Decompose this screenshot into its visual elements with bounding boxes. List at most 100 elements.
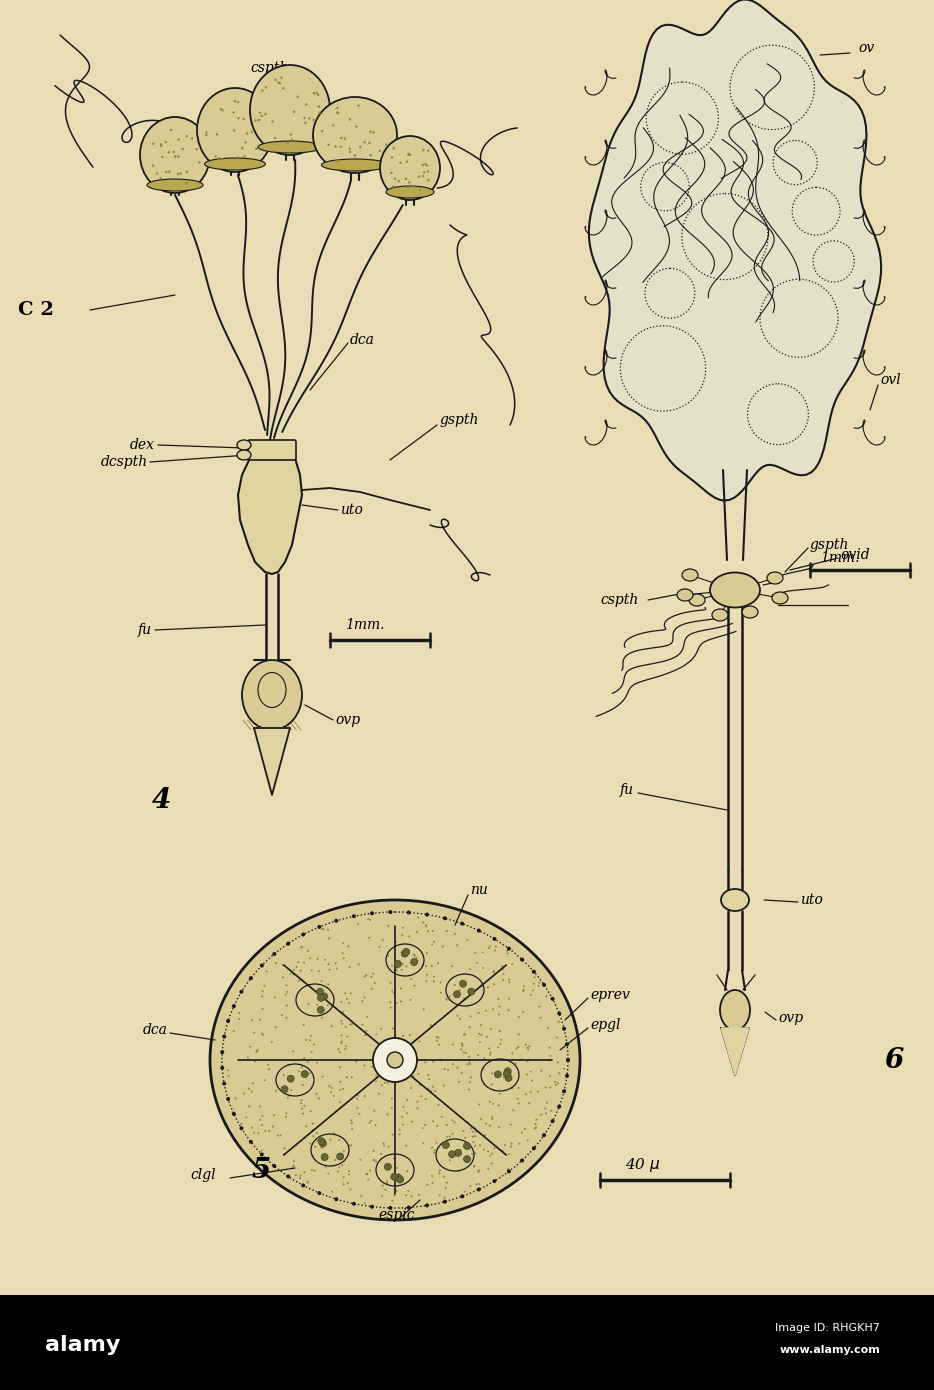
Circle shape [391, 965, 393, 967]
Circle shape [274, 136, 276, 139]
Circle shape [477, 1055, 479, 1056]
Circle shape [356, 1098, 358, 1099]
Circle shape [318, 1006, 324, 1013]
Circle shape [375, 1125, 376, 1126]
Circle shape [243, 118, 245, 121]
Circle shape [537, 1091, 539, 1093]
Circle shape [246, 132, 248, 135]
Circle shape [506, 952, 508, 955]
Circle shape [445, 1187, 446, 1190]
Circle shape [542, 1133, 546, 1137]
Circle shape [414, 955, 416, 956]
Circle shape [308, 1072, 310, 1074]
Circle shape [525, 1044, 527, 1045]
Circle shape [246, 1116, 248, 1119]
Circle shape [487, 987, 488, 988]
Circle shape [432, 1182, 433, 1184]
Circle shape [526, 1073, 528, 1076]
Circle shape [298, 980, 300, 981]
Circle shape [329, 1086, 331, 1087]
Text: 1mm.: 1mm. [345, 619, 385, 632]
Circle shape [361, 1024, 363, 1026]
Circle shape [342, 1088, 344, 1090]
Circle shape [432, 930, 433, 933]
Text: alamy: alamy [45, 1334, 120, 1355]
Circle shape [384, 1163, 391, 1170]
Circle shape [349, 1023, 351, 1026]
Circle shape [402, 951, 408, 958]
Circle shape [293, 1161, 295, 1162]
Circle shape [558, 1012, 561, 1016]
Circle shape [345, 1048, 347, 1049]
Circle shape [286, 1017, 288, 1019]
Circle shape [282, 976, 284, 979]
Circle shape [336, 1152, 344, 1161]
Circle shape [373, 1150, 375, 1152]
Circle shape [335, 967, 338, 969]
Circle shape [507, 1168, 509, 1170]
Circle shape [370, 1059, 372, 1061]
Circle shape [173, 150, 175, 153]
Circle shape [378, 1068, 380, 1069]
Circle shape [355, 1061, 357, 1063]
Circle shape [460, 922, 464, 926]
Circle shape [432, 980, 435, 983]
Circle shape [339, 1088, 341, 1091]
Circle shape [367, 1179, 369, 1180]
Circle shape [259, 1019, 262, 1020]
Circle shape [314, 1169, 316, 1172]
Circle shape [546, 1027, 549, 1029]
Circle shape [530, 1091, 531, 1093]
Circle shape [247, 1056, 248, 1058]
Circle shape [478, 1169, 480, 1172]
Circle shape [417, 1108, 418, 1109]
Circle shape [375, 1074, 377, 1077]
Circle shape [478, 1104, 480, 1105]
Circle shape [407, 1190, 409, 1193]
Circle shape [358, 963, 360, 966]
Text: ovl: ovl [880, 373, 900, 386]
Circle shape [275, 79, 276, 81]
Circle shape [428, 1079, 431, 1080]
Ellipse shape [386, 186, 434, 197]
Circle shape [274, 997, 276, 998]
Circle shape [253, 1131, 255, 1134]
Circle shape [438, 1172, 440, 1175]
Circle shape [152, 164, 154, 167]
Circle shape [301, 945, 304, 948]
Circle shape [349, 992, 352, 994]
Circle shape [393, 992, 395, 994]
Circle shape [511, 1052, 514, 1054]
Circle shape [558, 1020, 559, 1023]
Circle shape [538, 981, 541, 984]
Circle shape [218, 157, 220, 160]
Circle shape [405, 1194, 407, 1197]
Circle shape [371, 1066, 373, 1068]
Circle shape [314, 1145, 317, 1148]
Circle shape [403, 1106, 404, 1108]
Circle shape [198, 161, 201, 164]
Circle shape [301, 1066, 303, 1068]
Ellipse shape [689, 594, 705, 606]
Circle shape [371, 976, 373, 979]
Circle shape [427, 170, 430, 172]
Circle shape [459, 1169, 460, 1172]
Circle shape [227, 1069, 229, 1072]
Circle shape [565, 1042, 569, 1047]
Circle shape [398, 1173, 400, 1175]
Text: gspth: gspth [810, 538, 849, 552]
Circle shape [427, 930, 429, 933]
Circle shape [470, 1016, 472, 1017]
Circle shape [282, 88, 284, 89]
Circle shape [262, 89, 263, 92]
Circle shape [361, 1195, 362, 1197]
Circle shape [435, 1036, 438, 1038]
Circle shape [205, 131, 207, 133]
Circle shape [152, 143, 154, 145]
Circle shape [331, 1087, 333, 1088]
Circle shape [460, 1017, 461, 1020]
Circle shape [464, 1033, 466, 1036]
Circle shape [396, 1166, 398, 1169]
Circle shape [179, 172, 182, 175]
Circle shape [425, 913, 429, 916]
